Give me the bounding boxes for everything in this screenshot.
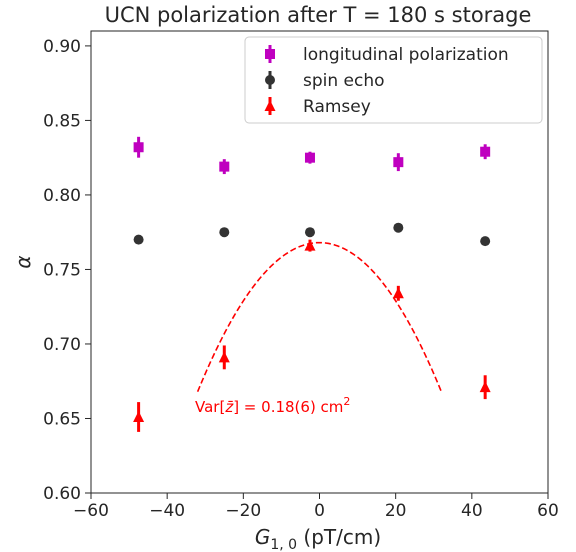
series-triangle [133, 239, 491, 432]
y-axis-label: α [11, 255, 35, 268]
data-point [219, 161, 230, 172]
legend-marker [265, 75, 275, 85]
x-tick-label: 40 [461, 501, 483, 521]
legend-marker [264, 100, 276, 111]
annotation-exponent: 2 [343, 395, 350, 408]
data-point [304, 227, 315, 238]
x-tick-label: 0 [314, 501, 325, 521]
y-tick-label: 0.85 [43, 111, 81, 131]
data-point [480, 236, 491, 247]
x-tick-label: −60 [73, 501, 109, 521]
legend-label: spin echo [303, 71, 385, 91]
x-axis-ticks: −60 −40 −20 0 20 40 60 [73, 493, 559, 521]
x-axis-label-unit: (pT/cm) [297, 525, 381, 549]
legend-label: Ramsey [303, 97, 371, 117]
legend-box [244, 36, 543, 124]
data-point [392, 287, 404, 299]
data-point [479, 381, 491, 393]
series-layer [133, 136, 491, 432]
annotation-value: ] = 0.18(6) cm [233, 398, 343, 416]
y-tick-label: 0.90 [43, 37, 81, 57]
y-tick-label: 0.75 [43, 260, 81, 280]
variance-annotation: Var[z̄] = 0.18(6) cm2 [195, 395, 350, 416]
x-tick-label: 20 [385, 501, 407, 521]
data-point [219, 227, 230, 238]
annotation-variable: z̄ [224, 398, 234, 416]
x-tick-label: 60 [537, 501, 559, 521]
x-axis-label-subscript: 1, 0 [270, 537, 297, 552]
y-tick-label: 0.65 [43, 409, 81, 429]
legend: longitudinal polarization spin echo Ramsey [244, 36, 543, 124]
series-square [133, 136, 491, 175]
legend-label: longitudinal polarization [303, 45, 509, 65]
data-point [393, 222, 404, 233]
y-tick-label: 0.70 [43, 335, 81, 355]
x-axis-label-symbol: G [255, 525, 271, 549]
y-tick-label: 0.60 [43, 484, 81, 504]
data-point [133, 142, 144, 153]
series-circle [133, 222, 491, 247]
fit-curve-layer [196, 241, 443, 393]
data-point [393, 157, 404, 168]
data-point [480, 146, 491, 157]
annotation-prefix: Var[ [195, 398, 225, 416]
y-axis-ticks: 0.60 0.65 0.70 0.75 0.80 0.85 0.90 [43, 37, 91, 504]
data-point [218, 351, 230, 363]
data-point [304, 239, 316, 251]
data-point [133, 410, 145, 422]
chart-title: UCN polarization after T = 180 s storage [105, 3, 532, 27]
legend-marker [265, 49, 275, 59]
data-point [304, 152, 315, 163]
y-tick-label: 0.80 [43, 186, 81, 206]
x-axis-label: G1, 0 (pT/cm) [255, 525, 381, 552]
x-tick-label: −40 [149, 501, 185, 521]
x-tick-label: −20 [225, 501, 261, 521]
data-point [133, 234, 144, 245]
fit-curve [196, 241, 443, 393]
